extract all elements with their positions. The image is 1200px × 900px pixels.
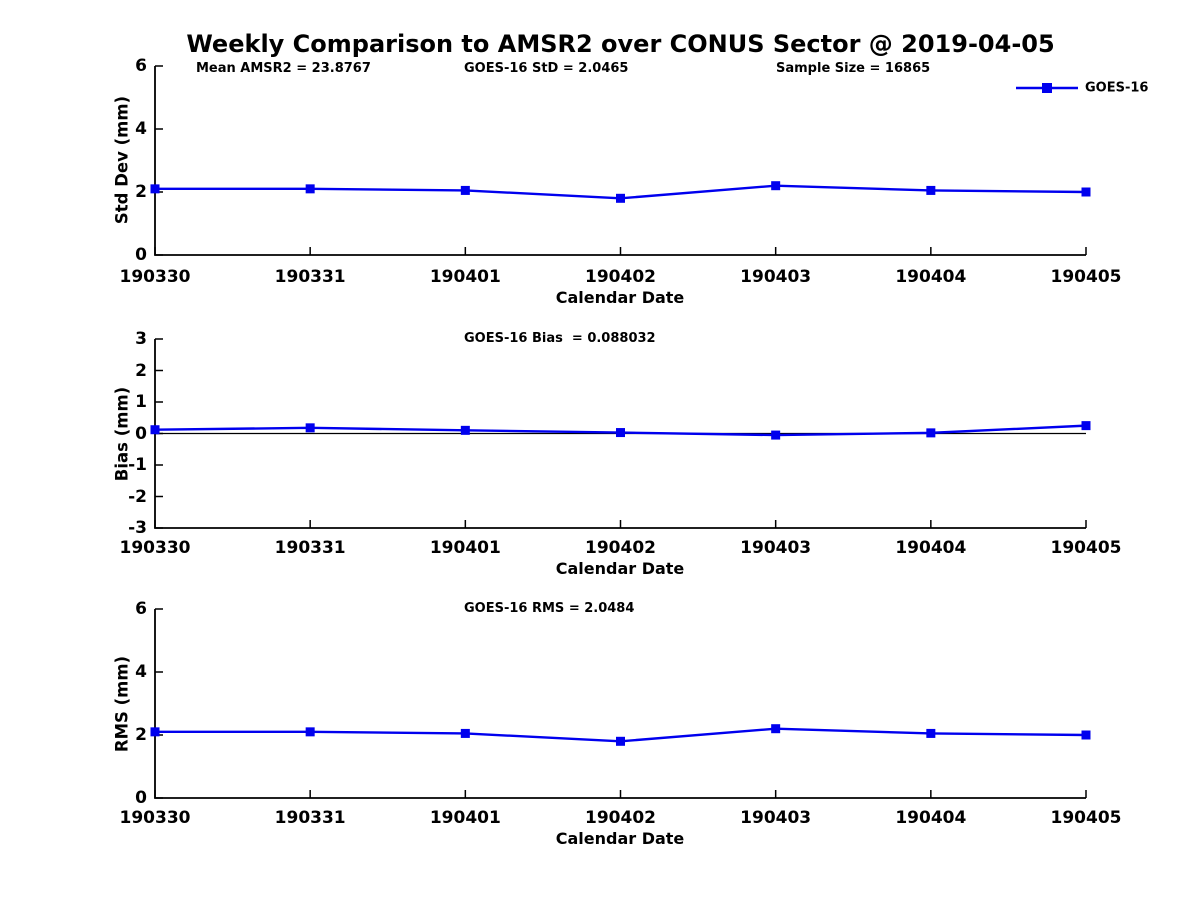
legend-marker: [1042, 83, 1052, 93]
x-axis-label-rms: Calendar Date: [555, 829, 685, 848]
y-tick-label: 4: [135, 662, 147, 682]
data-point-marker: [305, 727, 315, 737]
y-tick-label: 6: [135, 599, 147, 619]
x-tick-label: 190401: [429, 808, 501, 828]
x-tick-label: 190403: [740, 538, 812, 558]
y-tick-label: 6: [135, 56, 147, 76]
legend-label-goes16: GOES-16: [1085, 80, 1149, 96]
axis-rms: [154, 609, 1086, 799]
x-tick-label: 190405: [1050, 267, 1122, 287]
y-tick-label: 0: [135, 245, 147, 265]
data-point-marker: [1081, 730, 1091, 740]
annotation-sample-size: Sample Size = 16865: [776, 61, 931, 76]
x-tick-label: 190404: [895, 538, 967, 558]
x-tick-label: 190402: [585, 808, 656, 828]
axis-std_dev: [154, 66, 1086, 256]
data-point-marker: [150, 184, 160, 194]
data-point-marker: [926, 428, 936, 438]
y-axis-label-rms: RMS (mm): [112, 655, 132, 753]
annotation-goes16-std: GOES-16 StD = 2.0465: [464, 61, 629, 76]
x-tick-label: 190330: [119, 538, 191, 558]
data-point-marker: [1081, 421, 1091, 431]
x-axis-label-stddev: Calendar Date: [555, 288, 685, 307]
data-point-marker: [460, 728, 470, 738]
annotation-goes16-rms: GOES-16 RMS = 2.0484: [464, 601, 635, 616]
x-tick-label: 190331: [274, 808, 346, 828]
data-point-marker: [616, 193, 625, 203]
y-tick-label: -1: [128, 455, 147, 475]
y-axis-label-stddev: Std Dev (mm): [112, 95, 132, 225]
data-point-marker: [150, 425, 160, 435]
y-tick-label: -3: [128, 518, 147, 538]
y-tick-label: -2: [128, 486, 147, 507]
x-tick-label: 190401: [429, 538, 501, 558]
y-tick-label: 2: [135, 725, 147, 745]
y-tick-label: 0: [135, 788, 147, 808]
figure-title: Weekly Comparison to AMSR2 over CONUS Se…: [186, 30, 1055, 58]
x-tick-label: 190403: [740, 267, 812, 287]
y-tick-label: 2: [135, 182, 147, 202]
x-tick-label: 190404: [895, 808, 967, 828]
y-tick-label: 3: [135, 329, 147, 349]
data-point-marker: [1081, 187, 1091, 197]
data-point-marker: [926, 185, 936, 195]
data-point-marker: [460, 425, 470, 435]
data-point-marker: [305, 423, 315, 433]
y-tick-label: 1: [135, 392, 147, 412]
x-tick-label: 190403: [740, 808, 812, 828]
x-tick-label: 190331: [274, 538, 346, 558]
y-tick-label: 0: [135, 423, 147, 444]
y-tick-label: 2: [135, 360, 147, 381]
x-tick-label: 190401: [429, 267, 501, 287]
x-tick-label: 190330: [119, 808, 191, 828]
data-point-marker: [460, 185, 470, 195]
x-tick-label: 190404: [895, 267, 967, 287]
data-point-marker: [150, 727, 160, 737]
data-point-marker: [771, 724, 781, 734]
x-tick-label: 190402: [585, 267, 656, 287]
x-tick-label: 190330: [119, 267, 191, 287]
y-tick-label: 4: [135, 119, 147, 139]
x-tick-label: 190405: [1050, 538, 1122, 558]
annotation-goes16-bias: GOES-16 Bias = 0.088032: [464, 331, 656, 346]
data-point-marker: [616, 736, 625, 746]
data-point-marker: [771, 430, 781, 440]
x-tick-label: 190402: [585, 538, 656, 558]
x-axis-label-bias: Calendar Date: [555, 559, 685, 578]
annotation-mean-amsr2: Mean AMSR2 = 23.8767: [196, 61, 371, 76]
data-point-marker: [616, 428, 625, 438]
x-tick-label: 190405: [1050, 808, 1122, 828]
data-point-marker: [926, 728, 936, 738]
data-point-marker: [305, 184, 315, 194]
data-point-marker: [771, 181, 781, 191]
x-tick-label: 190331: [274, 267, 346, 287]
